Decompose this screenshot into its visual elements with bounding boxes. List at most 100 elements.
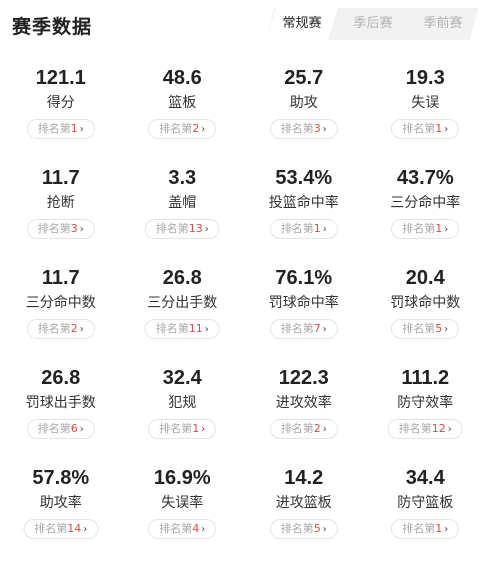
rank-prefix: 排名第: [37, 122, 71, 135]
stat-value: 57.8%: [32, 467, 90, 489]
rank-badge[interactable]: 排名第3 ›: [26, 219, 95, 239]
rank-badge[interactable]: 排名第2 ›: [269, 419, 338, 439]
rank-badge[interactable]: 排名第5 ›: [391, 319, 460, 339]
stat-label: 三分命中率: [390, 195, 461, 211]
stat-cell: 26.8 三分出手数排名第11 ›: [122, 256, 244, 356]
rank-badge[interactable]: 排名第1 ›: [26, 119, 95, 139]
stat-cell: 121.1 得分 排名第1 ›: [0, 56, 122, 156]
stat-label: 罚球命中率: [268, 295, 339, 311]
stat-cell: 76.1% 罚球命中率排名第7 ›: [243, 256, 365, 356]
tab-preseason[interactable]: 季前赛: [423, 16, 463, 31]
stat-value: 3.3: [168, 167, 197, 189]
chevron-right-icon: ›: [201, 124, 206, 135]
rank-prefix: 排名第: [37, 322, 71, 335]
rank-prefix: 排名第: [280, 122, 314, 135]
stat-label: 进攻篮板: [275, 495, 332, 511]
rank-badge[interactable]: 排名第1 ›: [391, 219, 460, 239]
stat-cell: 57.8% 助攻率排名第14 ›: [0, 456, 122, 556]
chevron-right-icon: ›: [79, 224, 84, 235]
rank-badge[interactable]: 排名第2 ›: [148, 119, 217, 139]
rank-badge[interactable]: 排名第1 ›: [148, 419, 217, 439]
stat-cell: 3.3 盖帽排名第13 ›: [122, 156, 244, 256]
stat-label: 犯规: [168, 395, 197, 411]
stat-cell: 48.6 篮板 排名第2 ›: [122, 56, 244, 156]
stat-label: 三分出手数: [147, 295, 218, 311]
rank-badge[interactable]: 排名第1 ›: [391, 519, 460, 539]
rank-badge[interactable]: 排名第7 ›: [269, 319, 338, 339]
chevron-right-icon: ›: [201, 424, 206, 435]
rank-badge[interactable]: 排名第5 ›: [269, 519, 338, 539]
stat-value: 53.4%: [275, 167, 333, 189]
stat-cell: 25.7 助攻 排名第3 ›: [243, 56, 365, 156]
rank-number: 14: [67, 522, 82, 535]
rank-badge[interactable]: 排名第13 ›: [144, 219, 220, 239]
stat-value: 76.1%: [275, 267, 333, 289]
chevron-right-icon: ›: [322, 124, 327, 135]
stat-value: 26.8: [162, 267, 202, 289]
stat-cell: 14.2 进攻篮板 排名第5 ›: [243, 456, 365, 556]
stat-value: 20.4: [405, 267, 445, 289]
stat-value: 34.4: [405, 467, 445, 489]
stat-value: 32.4: [162, 367, 202, 389]
rank-badge[interactable]: 排名第6 ›: [26, 419, 95, 439]
stat-value: 111.2: [401, 367, 450, 389]
chevron-right-icon: ›: [204, 224, 209, 235]
rank-prefix: 排名第: [37, 222, 71, 235]
chevron-right-icon: ›: [79, 124, 84, 135]
chevron-right-icon: ›: [322, 324, 327, 335]
rank-number: 3: [70, 222, 78, 235]
rank-number: 2: [70, 322, 78, 335]
rank-badge[interactable]: 排名第14 ›: [23, 519, 99, 539]
stat-cell: 19.3 失误 排名第1 ›: [365, 56, 486, 156]
chevron-right-icon: ›: [322, 524, 327, 535]
rank-prefix: 排名第: [155, 222, 189, 235]
stat-cell: 43.7% 三分命中率排名第1 ›: [365, 156, 486, 256]
chevron-right-icon: ›: [444, 524, 449, 535]
stat-label: 投篮命中率: [268, 195, 339, 211]
rank-badge[interactable]: 排名第3 ›: [269, 119, 338, 139]
rank-number: 5: [313, 522, 321, 535]
stat-label: 进攻效率: [275, 395, 332, 411]
chevron-right-icon: ›: [444, 324, 449, 335]
chevron-right-icon: ›: [201, 524, 206, 535]
stat-cell: 26.8 罚球出手数 排名第6 ›: [0, 356, 122, 456]
stat-cell: 20.4 罚球命中数排名第5 ›: [365, 256, 486, 356]
rank-badge[interactable]: 排名第4 ›: [148, 519, 217, 539]
rank-badge[interactable]: 排名第1 ›: [391, 119, 460, 139]
rank-number: 1: [313, 222, 321, 235]
stat-label: 盖帽: [168, 195, 197, 211]
rank-number: 12: [431, 422, 446, 435]
stat-cell: 53.4% 投篮命中率排名第1 ›: [243, 156, 365, 256]
rank-number: 1: [435, 122, 443, 135]
chevron-right-icon: ›: [83, 524, 88, 535]
rank-prefix: 排名第: [37, 422, 71, 435]
rank-badge[interactable]: 排名第12 ›: [387, 419, 463, 439]
rank-badge[interactable]: 排名第1 ›: [269, 219, 338, 239]
section-header: 赛季数据 常规赛 季后赛 季前赛: [0, 0, 486, 46]
rank-number: 1: [70, 122, 78, 135]
stat-label: 助攻率: [39, 495, 82, 511]
rank-number: 6: [70, 422, 78, 435]
stat-label: 罚球命中数: [390, 295, 461, 311]
rank-prefix: 排名第: [280, 322, 314, 335]
stat-value: 11.7: [41, 167, 80, 189]
rank-prefix: 排名第: [159, 522, 193, 535]
stat-label: 抢断: [46, 195, 75, 211]
season-type-tabs: 常规赛 季后赛 季前赛: [266, 8, 478, 40]
rank-badge[interactable]: 排名第11 ›: [144, 319, 220, 339]
stat-label: 得分: [46, 95, 75, 111]
chevron-right-icon: ›: [447, 424, 452, 435]
rank-number: 4: [192, 522, 200, 535]
stat-value: 122.3: [278, 367, 329, 389]
rank-prefix: 排名第: [402, 122, 436, 135]
tab-playoffs[interactable]: 季后赛: [353, 16, 393, 31]
rank-prefix: 排名第: [402, 322, 436, 335]
chevron-right-icon: ›: [79, 424, 84, 435]
stat-value: 43.7%: [396, 167, 454, 189]
tab-regular-season[interactable]: 常规赛: [266, 8, 338, 40]
rank-prefix: 排名第: [159, 122, 193, 135]
rank-prefix: 排名第: [402, 222, 436, 235]
rank-prefix: 排名第: [155, 322, 189, 335]
rank-badge[interactable]: 排名第2 ›: [26, 319, 95, 339]
stat-label: 失误率: [161, 495, 204, 511]
